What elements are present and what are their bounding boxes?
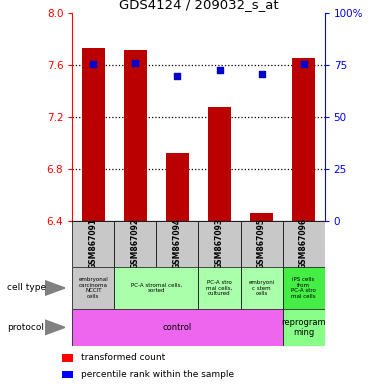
Text: cell type: cell type [7, 283, 46, 293]
Text: embryonal
carcinoma
NCCIT
cells: embryonal carcinoma NCCIT cells [79, 277, 108, 299]
Text: iPS cells
from
PC-A stro
mal cells: iPS cells from PC-A stro mal cells [291, 277, 316, 299]
Text: GSM867095: GSM867095 [257, 218, 266, 269]
Text: GSM867094: GSM867094 [173, 218, 182, 270]
Text: PC-A stromal cells,
sorted: PC-A stromal cells, sorted [131, 283, 182, 293]
Bar [82, 48, 105, 221]
Text: GSM867092: GSM867092 [131, 218, 140, 270]
Bar [283, 221, 325, 267]
Point [174, 73, 180, 79]
Bar [283, 309, 325, 346]
Bar [114, 267, 198, 309]
Text: control: control [163, 323, 192, 332]
Bar [283, 267, 325, 309]
Text: percentile rank within the sample: percentile rank within the sample [81, 370, 234, 379]
Point [301, 61, 306, 67]
Text: GSM867093: GSM867093 [215, 218, 224, 270]
Text: protocol: protocol [7, 323, 45, 332]
Text: GSM867096: GSM867096 [299, 218, 308, 270]
Polygon shape [45, 280, 65, 296]
Text: reprogram
ming: reprogram ming [281, 318, 326, 337]
Bar [72, 221, 114, 267]
Bar [240, 221, 283, 267]
Bar [72, 309, 283, 346]
Text: PC-A stro
mal cells,
cultured: PC-A stro mal cells, cultured [206, 280, 233, 296]
Bar [72, 267, 114, 309]
Point [217, 67, 223, 73]
Text: embryoni
c stem
cells: embryoni c stem cells [249, 280, 275, 296]
Point [91, 61, 96, 67]
Point [132, 60, 138, 66]
Bar [166, 153, 189, 221]
Bar [208, 107, 231, 221]
Bar [114, 221, 157, 267]
Text: GSM867091: GSM867091 [89, 218, 98, 270]
Bar [250, 213, 273, 221]
Polygon shape [45, 320, 65, 335]
Point [259, 71, 265, 77]
Bar [124, 50, 147, 221]
Bar [240, 267, 283, 309]
Bar [292, 58, 315, 221]
Text: transformed count: transformed count [81, 353, 165, 362]
Bar [62, 354, 73, 362]
Bar [62, 371, 73, 378]
Bar [157, 221, 198, 267]
Bar [198, 267, 240, 309]
Bar [198, 221, 240, 267]
Title: GDS4124 / 209032_s_at: GDS4124 / 209032_s_at [119, 0, 278, 11]
